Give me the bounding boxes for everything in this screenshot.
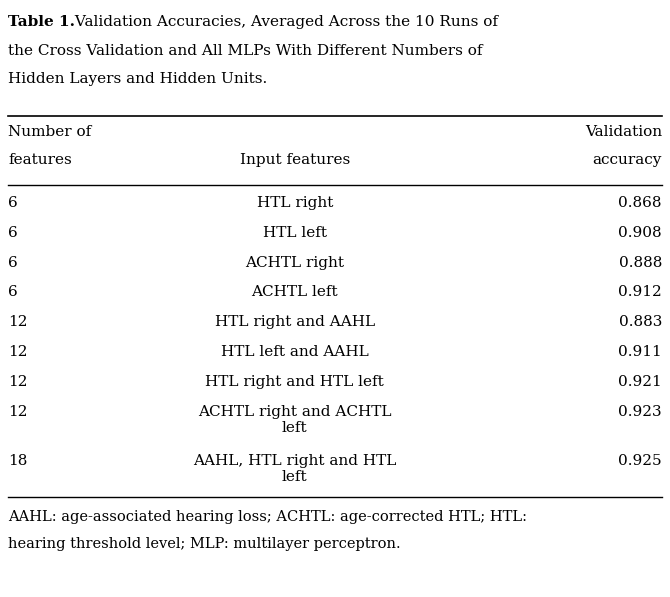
Text: AAHL: age-associated hearing loss; ACHTL: age-corrected HTL; HTL:: AAHL: age-associated hearing loss; ACHTL…	[8, 510, 527, 524]
Text: 0.908: 0.908	[618, 226, 662, 239]
Text: 0.923: 0.923	[618, 405, 662, 418]
Text: 0.912: 0.912	[618, 285, 662, 299]
Text: hearing threshold level; MLP: multilayer perceptron.: hearing threshold level; MLP: multilayer…	[8, 537, 401, 551]
Text: Table 1.: Table 1.	[8, 15, 75, 29]
Text: 6: 6	[8, 256, 18, 269]
Text: 12: 12	[8, 405, 27, 418]
Text: 18: 18	[8, 454, 27, 467]
Text: Number of: Number of	[8, 125, 91, 139]
Text: HTL left and AAHL: HTL left and AAHL	[221, 345, 368, 359]
Text: Hidden Layers and Hidden Units.: Hidden Layers and Hidden Units.	[8, 72, 267, 86]
Text: 12: 12	[8, 345, 27, 359]
Text: HTL right and AAHL: HTL right and AAHL	[215, 315, 375, 329]
Text: 12: 12	[8, 315, 27, 329]
Text: HTL left: HTL left	[263, 226, 327, 239]
Text: 0.921: 0.921	[618, 375, 662, 389]
Text: Validation: Validation	[585, 125, 662, 139]
Text: 0.888: 0.888	[618, 256, 662, 269]
Text: HTL right: HTL right	[257, 196, 333, 210]
Text: AAHL, HTL right and HTL
left: AAHL, HTL right and HTL left	[193, 454, 397, 484]
Text: Input features: Input features	[240, 153, 350, 167]
Text: 0.925: 0.925	[618, 454, 662, 467]
Text: ACHTL left: ACHTL left	[251, 285, 338, 299]
Text: 0.868: 0.868	[618, 196, 662, 210]
Text: 6: 6	[8, 196, 18, 210]
Text: the Cross Validation and All MLPs With Different Numbers of: the Cross Validation and All MLPs With D…	[8, 44, 482, 57]
Text: features: features	[8, 153, 72, 167]
Text: 6: 6	[8, 226, 18, 239]
Text: ACHTL right and ACHTL
left: ACHTL right and ACHTL left	[198, 405, 391, 435]
Text: Validation Accuracies, Averaged Across the 10 Runs of: Validation Accuracies, Averaged Across t…	[70, 15, 498, 29]
Text: HTL right and HTL left: HTL right and HTL left	[206, 375, 384, 389]
Text: 6: 6	[8, 285, 18, 299]
Text: ACHTL right: ACHTL right	[245, 256, 344, 269]
Text: 0.883: 0.883	[618, 315, 662, 329]
Text: 0.911: 0.911	[618, 345, 662, 359]
Text: accuracy: accuracy	[592, 153, 662, 167]
Text: 12: 12	[8, 375, 27, 389]
